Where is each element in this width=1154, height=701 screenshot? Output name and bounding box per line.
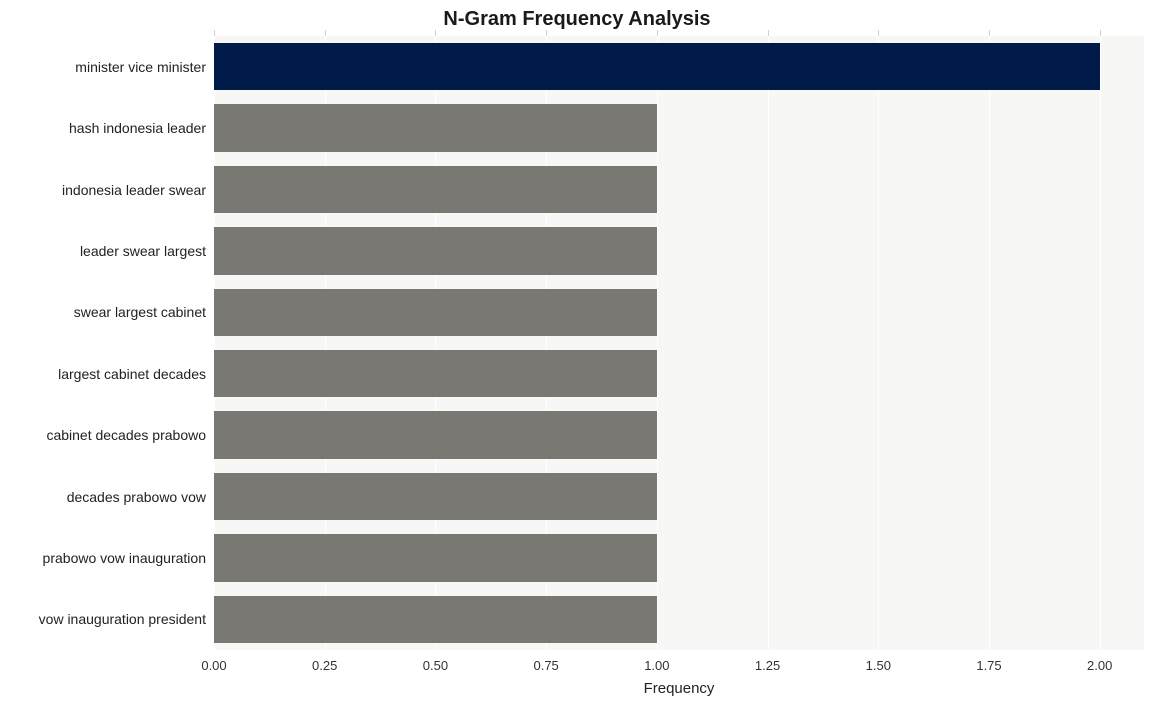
bar	[214, 350, 657, 397]
bar	[214, 166, 657, 213]
bar	[214, 289, 657, 336]
grid-line	[657, 36, 658, 650]
grid-line	[989, 36, 990, 650]
bar	[214, 534, 657, 581]
x-tick-label: 1.75	[976, 658, 1001, 673]
x-tick	[1100, 30, 1101, 36]
grid-line	[878, 36, 879, 650]
y-tick-label: prabowo vow inauguration	[43, 550, 206, 566]
x-tick	[878, 30, 879, 36]
x-tick	[657, 30, 658, 36]
x-tick-label: 0.25	[312, 658, 337, 673]
bar	[214, 43, 1100, 90]
x-tick-label: 0.50	[423, 658, 448, 673]
x-tick	[435, 30, 436, 36]
y-tick-label: vow inauguration president	[39, 611, 206, 627]
y-tick-label: minister vice minister	[75, 59, 206, 75]
x-tick	[214, 30, 215, 36]
y-tick-label: swear largest cabinet	[74, 304, 206, 320]
y-tick-label: indonesia leader swear	[62, 182, 206, 198]
y-tick-label: leader swear largest	[80, 243, 206, 259]
y-tick-label: largest cabinet decades	[58, 366, 206, 382]
bar	[214, 596, 657, 643]
x-tick	[768, 30, 769, 36]
grid-line	[768, 36, 769, 650]
grid-line	[1100, 36, 1101, 650]
x-tick	[989, 30, 990, 36]
x-tick-label: 1.25	[755, 658, 780, 673]
x-tick	[546, 30, 547, 36]
y-tick-label: decades prabowo vow	[67, 489, 206, 505]
chart-title: N-Gram Frequency Analysis	[0, 8, 1154, 31]
x-tick	[325, 30, 326, 36]
bar	[214, 411, 657, 458]
x-tick-label: 0.75	[533, 658, 558, 673]
x-tick-label: 0.00	[201, 658, 226, 673]
x-axis-label: Frequency	[644, 680, 715, 697]
plot-area: 0.000.250.500.751.001.251.501.752.00Freq…	[214, 36, 1144, 650]
x-tick-label: 1.50	[866, 658, 891, 673]
bar	[214, 227, 657, 274]
bar	[214, 104, 657, 151]
x-tick-label: 1.00	[644, 658, 669, 673]
bar	[214, 473, 657, 520]
y-tick-label: cabinet decades prabowo	[46, 427, 206, 443]
x-tick-label: 2.00	[1087, 658, 1112, 673]
y-tick-label: hash indonesia leader	[69, 120, 206, 136]
ngram-chart: N-Gram Frequency Analysis 0.000.250.500.…	[0, 0, 1154, 701]
